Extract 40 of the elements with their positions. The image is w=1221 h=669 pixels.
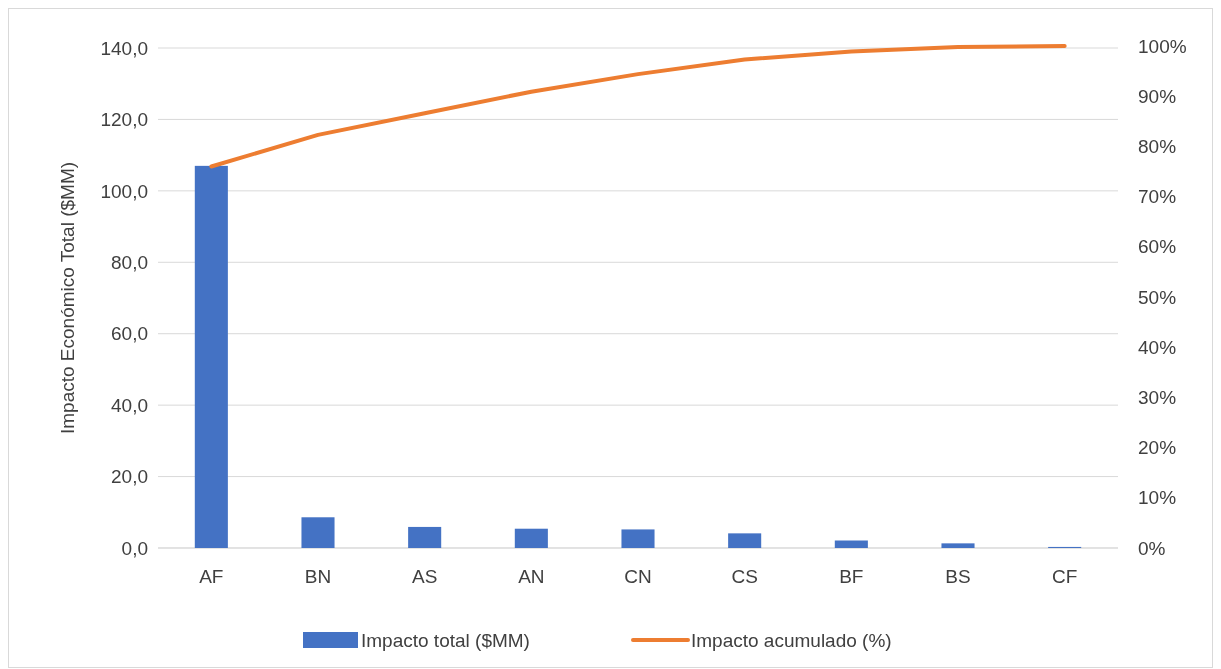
y-tick-label: 40,0 (111, 394, 148, 416)
y-tick-label: 60,0 (111, 323, 148, 345)
bar (514, 528, 548, 548)
x-tick-label: AF (199, 566, 224, 587)
y2-tick-label: 40% (1138, 336, 1177, 358)
bar (621, 529, 655, 548)
bar (834, 540, 868, 548)
bar (408, 526, 442, 548)
y2-tick-label: 10% (1138, 487, 1177, 509)
y2-tick-label: 30% (1138, 387, 1177, 409)
x-tick-label: BN (304, 566, 332, 587)
y2-tick-label: 0% (1138, 537, 1166, 559)
bar (728, 533, 762, 548)
line-series (209, 44, 1067, 169)
legend-label: Impacto total ($MM) (361, 629, 530, 651)
y2-tick-label: 60% (1138, 236, 1177, 258)
x-tick-label: AN (518, 566, 545, 587)
y-axis-title: Impacto Económico Total ($MM) (57, 161, 78, 435)
bar (301, 517, 335, 548)
bar (194, 165, 228, 548)
y2-tick-label: 90% (1138, 85, 1177, 107)
y-tick-label: 80,0 (111, 251, 148, 273)
y-tick-label: 100,0 (100, 180, 148, 202)
bar (941, 543, 975, 548)
y2-tick-label: 20% (1138, 437, 1177, 459)
y-tick-label: 140,0 (100, 37, 148, 59)
y2-tick-label: 80% (1138, 136, 1177, 158)
x-tick-label: BS (945, 566, 971, 587)
x-tick-label: BF (839, 566, 864, 587)
x-tick-label: CS (731, 566, 758, 587)
x-tick-label: CN (624, 566, 652, 587)
x-tick-label: AS (411, 566, 438, 587)
legend-label: Impacto acumulado (%) (691, 629, 892, 651)
y2-tick-label: 100% (1138, 35, 1187, 57)
x-tick-label: CF (1052, 566, 1078, 587)
y2-tick-label: 70% (1138, 186, 1177, 208)
y-tick-label: 120,0 (100, 109, 148, 131)
y2-tick-label: 50% (1138, 286, 1177, 308)
y-tick-label: 0,0 (121, 537, 148, 559)
y-tick-label: 20,0 (111, 466, 148, 488)
